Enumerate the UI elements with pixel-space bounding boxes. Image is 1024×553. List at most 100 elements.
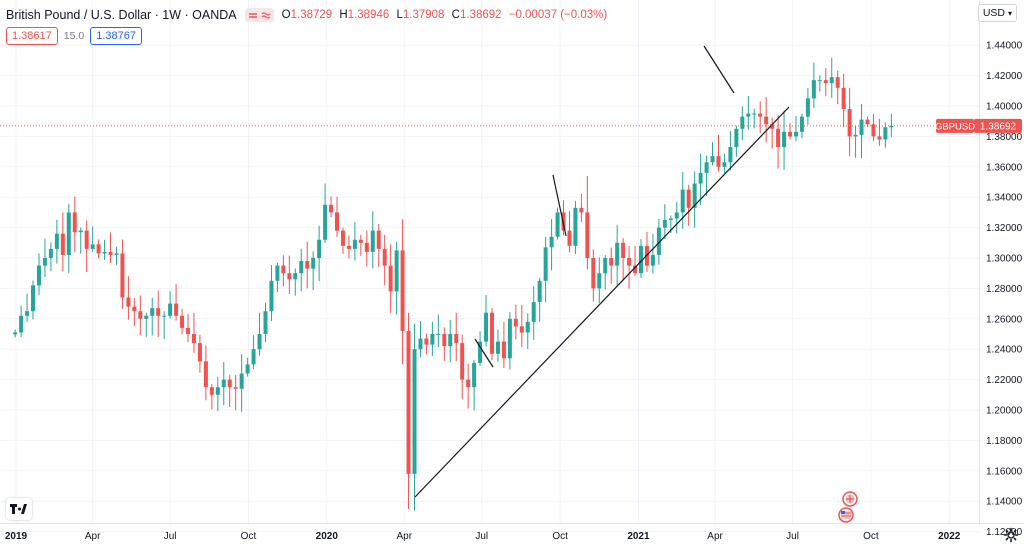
trendline-down-3[interactable]	[474, 338, 494, 368]
candle-body	[764, 116, 769, 125]
candle	[495, 329, 500, 362]
candle	[54, 219, 59, 264]
candle	[329, 196, 334, 218]
close-label: C	[451, 9, 460, 21]
candle	[227, 374, 232, 407]
candle	[764, 97, 769, 143]
time-tick-label: Apr	[85, 531, 101, 542]
trendline-major[interactable]	[414, 106, 790, 498]
candle-body	[96, 244, 101, 254]
candle-body	[293, 273, 298, 280]
compare-toggle[interactable]	[244, 8, 274, 22]
currency-button[interactable]: USD ▾	[977, 4, 1017, 22]
time-tick-label: 2019	[5, 531, 28, 542]
candle-body	[704, 162, 709, 173]
gear-icon[interactable]	[1003, 527, 1019, 543]
candle-body	[311, 258, 316, 269]
price-tick-label: 1.24000	[986, 345, 1023, 356]
candle-body	[66, 212, 71, 255]
sell-button[interactable]: 1.38617	[6, 27, 58, 45]
candle-body	[782, 131, 787, 148]
spread-value: 15.0	[63, 30, 85, 42]
candle-body	[877, 136, 882, 140]
candle	[710, 142, 715, 166]
candle-body	[615, 242, 620, 266]
candle	[269, 264, 274, 321]
candle-body	[525, 321, 530, 333]
candle-body	[686, 189, 691, 208]
trendline-drawings[interactable]	[414, 45, 790, 498]
candle	[132, 298, 137, 326]
candle-body	[722, 162, 727, 167]
us-flag-icon[interactable]	[838, 507, 854, 523]
candle-body	[221, 379, 226, 388]
candle	[84, 220, 89, 272]
candle-body	[376, 230, 381, 249]
candle	[722, 153, 727, 174]
candle-body	[752, 113, 757, 115]
change-value: −0.00037 (−0.03%)	[508, 9, 608, 21]
candle-body	[692, 183, 697, 208]
candle	[162, 310, 167, 339]
candle-body	[847, 109, 852, 137]
candle-body	[716, 156, 721, 167]
candle-body	[25, 311, 30, 316]
candle	[186, 313, 191, 343]
candle-body	[31, 285, 36, 312]
low-value: 1.37908	[402, 9, 445, 21]
candle-body	[591, 258, 596, 289]
currency-label: USD	[982, 7, 1005, 19]
candle-body	[835, 77, 840, 88]
candle	[585, 175, 590, 270]
buy-button[interactable]: 1.38767	[90, 27, 142, 45]
price-tick-label: 1.42000	[986, 71, 1023, 82]
tradingview-logo-icon[interactable]	[6, 498, 32, 520]
candle-body	[239, 373, 244, 389]
candle	[662, 204, 667, 239]
candle	[13, 329, 18, 338]
candle	[728, 131, 733, 171]
candle-body	[829, 77, 834, 84]
candle	[442, 327, 447, 361]
candle	[716, 134, 721, 172]
candle-body	[203, 361, 208, 388]
price-tick-label: 1.36000	[986, 162, 1023, 173]
candle-body	[245, 364, 250, 374]
candle-body	[865, 119, 870, 125]
event-markers[interactable]	[838, 491, 858, 523]
price-tag-symbol: GBPUSD	[935, 121, 975, 132]
candle-body	[549, 236, 554, 248]
candle-body	[394, 250, 399, 292]
candle	[31, 280, 36, 320]
time-tick-label: Jul	[786, 531, 799, 542]
candle	[621, 237, 626, 280]
candle	[394, 241, 399, 315]
price-tick-label: 1.18000	[986, 436, 1023, 447]
candle	[436, 314, 441, 348]
candle	[644, 231, 649, 272]
candle-body	[484, 312, 489, 342]
candle-body	[317, 239, 322, 258]
candle	[25, 293, 30, 323]
time-axis[interactable]: 2019 Apr Jul Oct 2020 Apr Jul Oct 2021 Apr Jul Oct 2…	[5, 531, 961, 542]
candle	[531, 286, 536, 340]
trendline-down-2[interactable]	[552, 174, 567, 237]
compare-toggle-icon	[248, 12, 257, 18]
uk-flag-icon[interactable]	[842, 491, 858, 507]
candle-body	[400, 250, 405, 331]
candle	[245, 357, 250, 377]
candle-body	[257, 334, 262, 350]
candle-body	[740, 116, 745, 129]
price-axis[interactable]: 1.44000 1.42000 1.40000 1.38000 1.36000 1.340…	[986, 41, 1023, 538]
candle	[525, 313, 530, 349]
candle-body	[436, 334, 441, 335]
candle-body	[466, 379, 471, 388]
trendline-down-1[interactable]	[703, 45, 735, 94]
candle-body	[597, 273, 602, 289]
candle-body	[180, 315, 185, 328]
candle	[460, 334, 465, 400]
symbol-title[interactable]: British Pound / U.S. Dollar · 1W · OANDA	[6, 8, 237, 22]
time-tick-label: 2021	[627, 531, 650, 542]
